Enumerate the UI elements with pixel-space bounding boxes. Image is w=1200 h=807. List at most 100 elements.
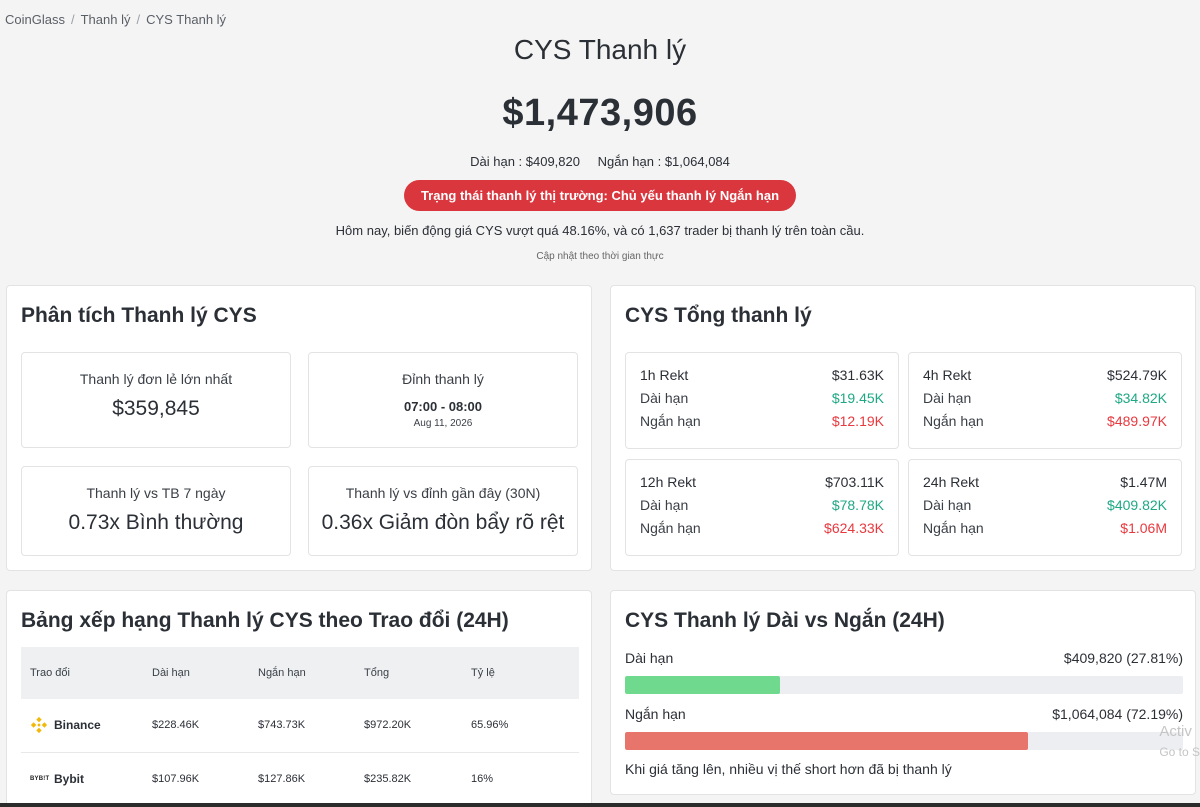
short-label: Ngắn hạn bbox=[923, 520, 984, 536]
period-long: $78.78K bbox=[831, 497, 884, 513]
short-label: Ngắn hạn bbox=[640, 520, 701, 536]
cell-short: $127.86K bbox=[249, 752, 355, 806]
column-header-short[interactable]: Ngắn hạn bbox=[258, 667, 306, 679]
cell-total: $972.20K bbox=[355, 699, 462, 753]
column-header-ratio[interactable]: Tỷ lệ bbox=[471, 667, 495, 679]
long-vs-short-card: CYS Thanh lý Dài vs Ngắn (24H) Dài hạn $… bbox=[610, 590, 1196, 795]
long-total: Dài hạn : $409,820 bbox=[470, 154, 580, 169]
page-title: CYS Thanh lý bbox=[513, 34, 687, 65]
short-progress-bar bbox=[625, 732, 1183, 750]
analysis-title: Phân tích Thanh lý CYS bbox=[21, 304, 257, 327]
long-label: Dài hạn bbox=[625, 650, 674, 666]
period-long: $19.45K bbox=[831, 390, 884, 406]
period-long: $409.82K bbox=[1107, 497, 1167, 513]
activation-watermark: Activ Go to S bbox=[1159, 722, 1200, 762]
period-short: $624.33K bbox=[824, 520, 884, 536]
period-name: 24h Rekt bbox=[923, 474, 980, 490]
stat-value: 0.73x Bình thường bbox=[68, 511, 244, 534]
total-liquidation-amount: $1,473,906 bbox=[502, 92, 698, 134]
peak-liquidation-stat: Đỉnh thanh lý 07:00 - 08:00 Aug 11, 2026 bbox=[308, 352, 578, 448]
breadcrumb-home-link[interactable]: CoinGlass bbox=[5, 12, 65, 27]
breadcrumb-separator: / bbox=[136, 12, 141, 27]
stat-label: Thanh lý vs TB 7 ngày bbox=[86, 485, 226, 501]
rekt-12h-box: 12h Rekt $703.11K Dài hạn $78.78K Ngắn hạn… bbox=[625, 459, 899, 556]
status-wrapper: Trạng thái thanh lý thị trường: Chủ yếu … bbox=[0, 180, 1200, 211]
largest-liquidation-stat: Thanh lý đơn lẻ lớn nhất $359,845 bbox=[21, 352, 291, 448]
stat-value: $359,845 bbox=[112, 397, 200, 420]
vs-7d-average-stat: Thanh lý vs TB 7 ngày 0.73x Bình thường bbox=[21, 466, 291, 556]
table-row[interactable]: Binance $228.46K $743.73K $972.20K 65.96… bbox=[21, 699, 579, 753]
stat-value: 0.36x Giảm đòn bẩy rõ rệt bbox=[321, 511, 565, 534]
cell-short: $743.73K bbox=[249, 699, 355, 753]
short-progress-fill bbox=[625, 732, 1028, 750]
period-total: $31.63K bbox=[831, 367, 884, 383]
long-short-note: Khi giá tăng lên, nhiều vị thế short hơn… bbox=[625, 761, 952, 777]
period-total: $703.11K bbox=[825, 474, 884, 490]
peak-time: 07:00 - 08:00 bbox=[403, 399, 483, 414]
table-header-row: Trao đổi Dài hạn Ngắn hạn Tổng Tỷ lệ bbox=[21, 647, 579, 699]
bybit-logo-icon: BYB!T bbox=[30, 775, 50, 782]
stat-label: Đỉnh thanh lý bbox=[402, 371, 484, 387]
period-long: $34.82K bbox=[1114, 390, 1167, 406]
long-progress-fill bbox=[625, 676, 781, 694]
taskbar-edge bbox=[0, 803, 1200, 807]
period-name: 1h Rekt bbox=[640, 367, 689, 383]
update-note: Cập nhật theo thời gian thực bbox=[536, 251, 664, 262]
period-short: $1.06M bbox=[1120, 520, 1167, 536]
cell-ratio: 65.96% bbox=[462, 699, 579, 753]
period-name: 4h Rekt bbox=[923, 367, 972, 383]
period-short: $12.19K bbox=[831, 413, 884, 429]
breadcrumb-current: CYS Thanh lý bbox=[146, 12, 227, 27]
short-label: Ngắn hạn bbox=[640, 413, 701, 429]
long-short-totals: Dài hạn : $409,820 Ngắn hạn : $1,064,084 bbox=[0, 154, 1200, 169]
long-vs-short-title: CYS Thanh lý Dài vs Ngắn (24H) bbox=[625, 609, 945, 632]
column-header-total[interactable]: Tổng bbox=[364, 667, 390, 679]
column-header-long[interactable]: Dài hạn bbox=[152, 667, 190, 679]
stat-label: Thanh lý đơn lẻ lớn nhất bbox=[79, 371, 233, 387]
short-row: Ngắn hạn $1,064,084 (72.19%) bbox=[625, 706, 1183, 722]
rekt-4h-box: 4h Rekt $524.79K Dài hạn $34.82K Ngắn hạn $… bbox=[908, 352, 1182, 449]
rekt-1h-box: 1h Rekt $31.63K Dài hạn $19.45K Ngắn hạn $1… bbox=[625, 352, 899, 449]
watermark-line-2: Go to S bbox=[1159, 745, 1200, 759]
period-total: $524.79K bbox=[1107, 367, 1167, 383]
breadcrumb-separator: / bbox=[70, 12, 75, 27]
short-value: $1,064,084 (72.19%) bbox=[1052, 706, 1183, 722]
exchange-ranking-title: Bảng xếp hạng Thanh lý CYS theo Trao đổi… bbox=[21, 609, 509, 632]
long-label: Dài hạn bbox=[923, 497, 972, 513]
short-label: Ngắn hạn bbox=[923, 413, 984, 429]
cell-ratio: 16% bbox=[462, 752, 579, 806]
analysis-card: Phân tích Thanh lý CYS Thanh lý đơn lẻ l… bbox=[6, 285, 592, 571]
peak-date: Aug 11, 2026 bbox=[413, 418, 473, 429]
exchange-name: Binance bbox=[54, 718, 101, 733]
breadcrumb: CoinGlass / Thanh lý / CYS Thanh lý bbox=[5, 12, 226, 27]
column-header-exchange[interactable]: Trao đổi bbox=[30, 667, 70, 679]
exchange-name: Bybit bbox=[54, 771, 84, 786]
vs-recent-peak-stat: Thanh lý vs đỉnh gần đây (30N) 0.36x Giả… bbox=[308, 466, 578, 556]
watermark-line-1: Activ bbox=[1159, 723, 1192, 740]
long-row: Dài hạn $409,820 (27.81%) bbox=[625, 650, 1183, 666]
period-short: $489.97K bbox=[1107, 413, 1167, 429]
breadcrumb-section-link[interactable]: Thanh lý bbox=[80, 12, 131, 27]
long-value: $409,820 (27.81%) bbox=[1063, 650, 1183, 666]
exchange-table: Trao đổi Dài hạn Ngắn hạn Tổng Tỷ lệ bbox=[21, 647, 579, 806]
exchange-ranking-card: Bảng xếp hạng Thanh lý CYS theo Trao đổi… bbox=[6, 590, 592, 807]
cell-total: $235.82K bbox=[355, 752, 462, 806]
table-row[interactable]: BYB!T Bybit $107.96K $127.86K $235.82K 1… bbox=[21, 752, 579, 806]
rekt-24h-box: 24h Rekt $1.47M Dài hạn $409.82K Ngắn hạn $… bbox=[908, 459, 1182, 556]
market-status-badge: Trạng thái thanh lý thị trường: Chủ yếu … bbox=[403, 180, 797, 211]
binance-logo-icon bbox=[30, 716, 48, 734]
totals-title: CYS Tổng thanh lý bbox=[625, 304, 812, 327]
short-label: Ngắn hạn bbox=[625, 706, 686, 722]
long-label: Dài hạn bbox=[640, 497, 689, 513]
long-progress-bar bbox=[625, 676, 1183, 694]
exchange-bybit[interactable]: BYB!T Bybit bbox=[30, 772, 143, 786]
total-liquidation-card: CYS Tổng thanh lý 1h Rekt $31.63K Dài hạn… bbox=[610, 285, 1196, 571]
stat-label: Thanh lý vs đỉnh gần đây (30N) bbox=[345, 485, 541, 501]
cell-long: $228.46K bbox=[143, 699, 249, 753]
summary-text: Hôm nay, biến động giá CYS vượt quá 48.1… bbox=[335, 223, 865, 238]
long-label: Dài hạn bbox=[640, 390, 689, 406]
exchange-binance[interactable]: Binance bbox=[30, 716, 143, 734]
period-total: $1.47M bbox=[1120, 474, 1167, 490]
long-label: Dài hạn bbox=[923, 390, 972, 406]
period-name: 12h Rekt bbox=[640, 474, 697, 490]
